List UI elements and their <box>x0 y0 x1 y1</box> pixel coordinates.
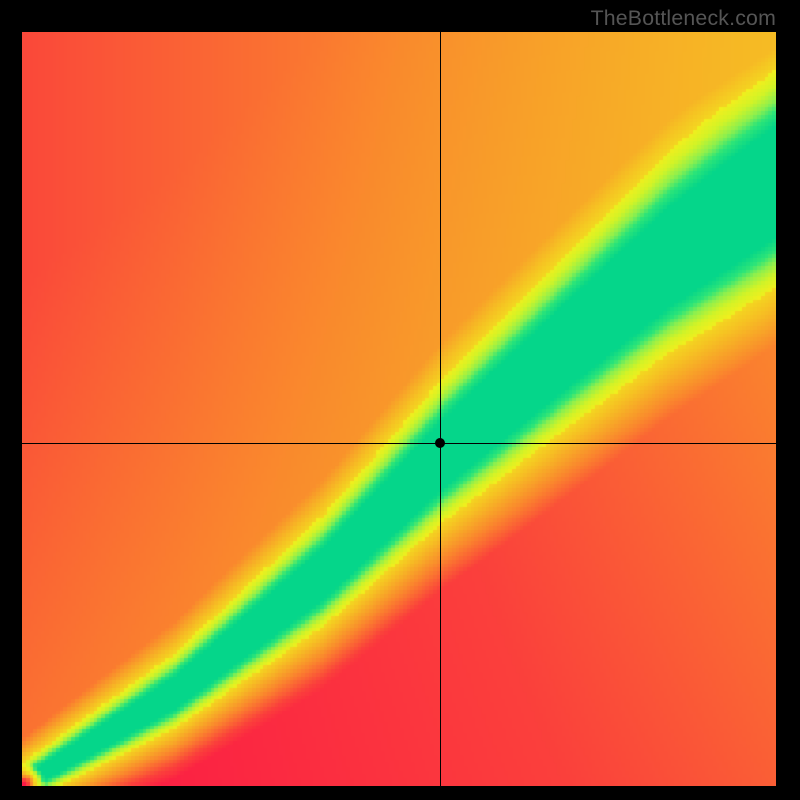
crosshair-horizontal <box>22 443 776 444</box>
figure-container: TheBottleneck.com <box>0 0 800 800</box>
heatmap-canvas <box>22 32 776 786</box>
marker-dot <box>435 438 445 448</box>
watermark-text: TheBottleneck.com <box>591 6 776 31</box>
crosshair-vertical <box>440 32 441 786</box>
heatmap-plot <box>22 32 776 786</box>
